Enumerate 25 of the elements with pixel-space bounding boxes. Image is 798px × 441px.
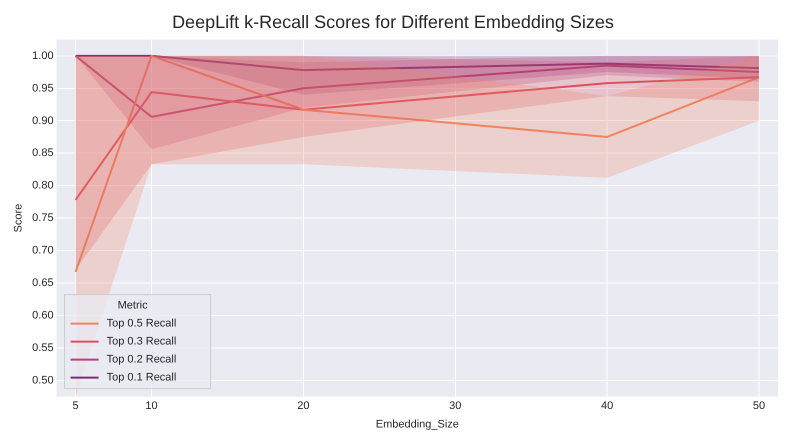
y-tick-label: 0.50 bbox=[32, 374, 54, 386]
y-tick-label: 0.90 bbox=[32, 114, 54, 127]
x-tick-label: 30 bbox=[449, 400, 462, 412]
legend-label: Top 0.3 Recall bbox=[106, 336, 176, 348]
x-tick-label: 5 bbox=[72, 400, 79, 412]
y-axis-title: Score bbox=[12, 204, 25, 232]
y-tick-label: 0.55 bbox=[32, 342, 54, 354]
y-tick-label: 0.60 bbox=[32, 309, 54, 322]
x-tick-label: 20 bbox=[297, 400, 310, 412]
x-tick-label: 10 bbox=[145, 400, 158, 412]
y-tick-label: 0.70 bbox=[32, 244, 54, 257]
y-tick-label: 1.00 bbox=[32, 50, 54, 62]
x-axis-title: Embedding_Size bbox=[376, 418, 459, 430]
legend-label: Top 0.2 Recall bbox=[106, 354, 176, 366]
legend-label: Top 0.1 Recall bbox=[106, 372, 176, 384]
x-tick-label: 50 bbox=[752, 400, 766, 412]
chart-title: DeepLift k-Recall Scores for Different Embedding Sizes bbox=[172, 12, 614, 32]
y-tick-label: 0.95 bbox=[32, 82, 54, 94]
y-tick-label: 0.80 bbox=[32, 180, 54, 192]
y-tick-label: 0.65 bbox=[32, 277, 54, 290]
legend-label: Top 0.5 Recall bbox=[106, 318, 176, 330]
y-tick-label: 0.85 bbox=[32, 147, 54, 160]
legend-title: Metric bbox=[118, 300, 148, 312]
x-tick-label: 40 bbox=[601, 400, 614, 412]
y-tick-label: 0.75 bbox=[32, 212, 54, 224]
